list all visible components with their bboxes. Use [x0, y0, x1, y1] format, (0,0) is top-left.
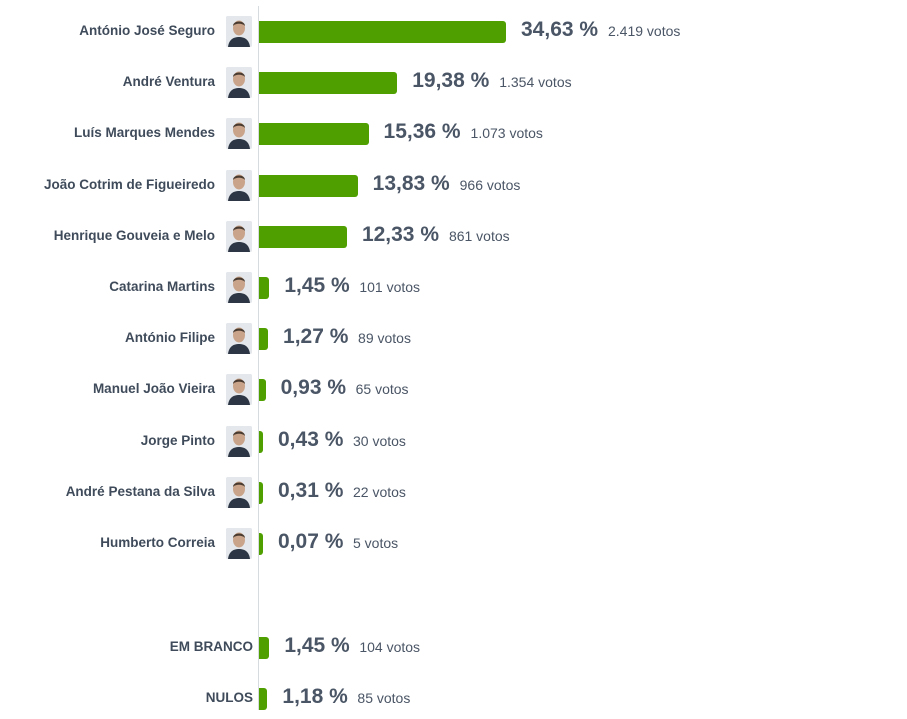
chart-row: Jorge Pinto 0,43 % 30 votos [0, 422, 907, 462]
chart-row: André Pestana da Silva 0,31 % 22 votos [0, 473, 907, 513]
chart-row: Luís Marques Mendes 15,36 % 1.073 votos [0, 114, 907, 154]
category-label: André Ventura [122, 74, 215, 90]
candidate-photo-icon [226, 323, 252, 355]
bar [259, 123, 369, 146]
candidate-photo-icon [226, 169, 252, 201]
chart-row: Manuel João Vieira 0,93 % 65 votos [0, 370, 907, 410]
data-label-percent: 0,43 % [278, 427, 344, 451]
data-label-votes: 101 votos [359, 279, 421, 295]
bar [259, 277, 270, 299]
candidate-photo-icon [226, 425, 252, 457]
chart-row: João Cotrim de Figueiredo 13,83 % 966 voto… [0, 166, 907, 206]
category-label: António Filipe [125, 330, 215, 346]
candidate-photo-icon [226, 476, 252, 508]
chart-row: António Filipe 1,27 % 89 votos [0, 319, 907, 359]
category-label: NULOS [205, 690, 253, 706]
data-label-percent: 13,83 % [372, 171, 450, 195]
category-label: Humberto Correia [100, 535, 215, 550]
chart-row: António José Seguro 34,63 % 2.419 votos [0, 12, 907, 52]
category-label: Catarina Martins [109, 279, 215, 294]
data-label-votes: 22 votos [353, 483, 406, 500]
category-label: Manuel João Vieira [92, 381, 215, 397]
data-label-percent: 1,45 % [284, 274, 350, 297]
data-label-percent: 19,38 % [412, 69, 490, 93]
candidate-photo-icon [226, 528, 252, 559]
bar [259, 430, 263, 453]
chart-row: Catarina Martins 1,45 % 101 votos [0, 268, 907, 308]
candidate-photo-icon [226, 220, 252, 252]
candidate-photo-icon [226, 16, 252, 47]
data-label-percent: 1,45 % [284, 634, 350, 657]
data-label-votes: 966 votos [459, 176, 521, 193]
candidate-photo-icon [226, 374, 252, 406]
data-label-percent: 0,07 % [278, 530, 344, 553]
bar [259, 72, 398, 95]
data-label-votes: 2.419 votos [608, 23, 681, 39]
chart-row: NULOS 1,18 % 85 votos [0, 679, 907, 719]
category-label: Jorge Pinto [140, 432, 215, 448]
data-label-percent: 0,31 % [278, 478, 344, 502]
data-label-votes: 104 votos [359, 639, 421, 655]
category-label: André Pestana da Silva [65, 483, 215, 499]
bar [259, 379, 266, 402]
bar [259, 174, 358, 197]
bar [259, 637, 270, 659]
data-label-percent: 12,33 % [361, 222, 439, 246]
data-label-percent: 1,27 % [283, 325, 349, 349]
category-label: Henrique Gouveia e Melo [53, 227, 215, 243]
chart-row: André Ventura 19,38 % 1.354 votos [0, 63, 907, 103]
data-label-votes: 1.354 votos [499, 74, 572, 91]
candidate-photo-icon [226, 67, 252, 99]
data-label-votes: 1.073 votos [470, 125, 543, 142]
chart-row: Humberto Correia 0,07 % 5 votos [0, 524, 907, 564]
chart-axis-line [258, 6, 259, 710]
data-label-votes: 65 votos [355, 381, 409, 398]
chart-row: EM BRANCO 1,45 % 104 votos [0, 628, 907, 668]
chart-row: Henrique Gouveia e Melo 12,33 % 861 votos [0, 217, 907, 257]
bar [259, 225, 347, 248]
data-label-percent: 1,18 % [282, 685, 348, 709]
data-label-votes: 85 votos [357, 690, 411, 707]
data-label-votes: 30 votos [353, 432, 406, 449]
data-label-percent: 15,36 % [383, 120, 461, 144]
bar [259, 481, 263, 504]
data-label-votes: 89 votos [358, 330, 411, 347]
data-label-percent: 34,63 % [521, 18, 599, 41]
data-label-percent: 0,93 % [280, 376, 347, 400]
candidate-photo-icon [226, 272, 252, 303]
data-label-votes: 5 votos [353, 535, 399, 551]
candidate-photo-icon [226, 118, 252, 150]
bar [259, 21, 506, 43]
category-label: Luís Marques Mendes [73, 125, 215, 141]
bar [259, 533, 263, 555]
category-label: António José Seguro [79, 23, 215, 38]
bar [259, 688, 268, 711]
data-label-votes: 861 votos [448, 227, 510, 244]
category-label: EM BRANCO [169, 639, 253, 654]
category-label: João Cotrim de Figueiredo [43, 176, 215, 192]
bar [259, 328, 269, 351]
